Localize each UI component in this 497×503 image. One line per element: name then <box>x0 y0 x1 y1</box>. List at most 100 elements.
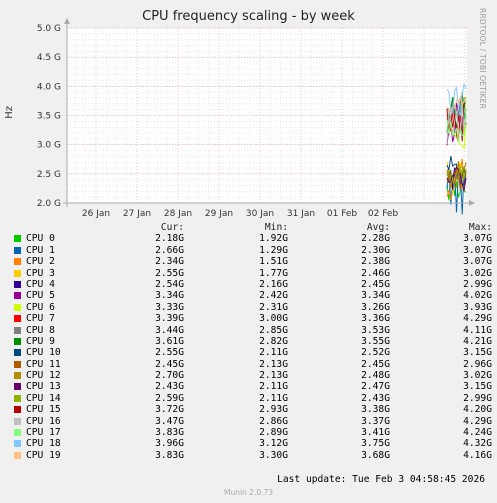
legend-avg-value: 3.55G <box>361 335 390 347</box>
legend-row: CPU 4 2.54G 2.16G 2.45G 2.99G <box>12 279 492 290</box>
legend-cur-value: 3.33G <box>155 301 184 313</box>
y-tick-label: 4.5 G <box>37 53 61 63</box>
legend-row: CPU 17 3.83G 2.89G 3.41G 4.24G <box>12 427 492 438</box>
series-line-cpu-10 <box>446 156 467 186</box>
x-tick-label: 01 Feb <box>327 209 358 219</box>
legend-cur-value: 3.34G <box>155 290 184 302</box>
legend-row: CPU 16 3.47G 2.86G 3.37G 4.29G <box>12 416 492 427</box>
legend-series-name: CPU 16 <box>26 415 61 427</box>
legend-cur-value: 2.59G <box>155 392 184 404</box>
legend-max-value: 4.02G <box>463 290 492 302</box>
legend-max-value: 4.29G <box>463 313 492 325</box>
x-tick-label: 29 Jan <box>205 209 233 219</box>
legend-min-value: 2.89G <box>259 427 288 439</box>
legend-max-value: 4.11G <box>463 324 492 336</box>
legend-cur-value: 2.34G <box>155 256 184 268</box>
x-tick-label: 30 Jan <box>246 209 274 219</box>
legend-cur-value: 3.61G <box>155 335 184 347</box>
x-axis-arrow <box>469 200 475 206</box>
legend-avg-value: 3.75G <box>361 438 390 450</box>
legend-max-header: Max: <box>468 222 492 233</box>
series-line-cpu-19 <box>446 95 467 113</box>
legend-max-value: 3.93G <box>463 301 492 313</box>
legend-avg-value: 2.52G <box>361 347 390 359</box>
legend-avg-value: 3.53G <box>361 324 390 336</box>
legend-max-value: 3.07G <box>463 244 492 256</box>
legend-row: CPU 19 3.83G 3.30G 3.68G 4.16G <box>12 450 492 461</box>
legend-row: CPU 0 2.18G 1.92G 2.28G 3.07G <box>12 233 492 244</box>
x-tick-label: 31 Jan <box>287 209 315 219</box>
legend-cur-value: 2.55G <box>155 267 184 279</box>
y-tick-label: 2.0 G <box>37 199 61 209</box>
legend-series-name: CPU 10 <box>26 347 61 359</box>
y-tick-label: 4.0 G <box>37 82 61 92</box>
legend-series-name: CPU 12 <box>26 370 61 382</box>
legend-series-name: CPU 2 <box>26 256 55 268</box>
legend-header: Cur: Min: Avg: Max: <box>12 222 492 233</box>
legend-max-value: 4.20G <box>463 404 492 416</box>
legend-cur-value: 3.44G <box>155 324 184 336</box>
legend-min-value: 2.31G <box>259 301 288 313</box>
legend-max-value: 3.07G <box>463 256 492 268</box>
legend-avg-value: 2.45G <box>361 358 390 370</box>
legend-cur-header: Cur: <box>160 222 184 233</box>
legend-min-value: 3.00G <box>259 313 288 325</box>
series-line-cpu-14 <box>446 165 467 188</box>
legend-cur-value: 3.96G <box>155 438 184 450</box>
legend-min-value: 1.29G <box>259 244 288 256</box>
last-update: Last update: Tue Feb 3 04:58:45 2026 <box>277 474 485 485</box>
cpu-frequency-chart: 2.0 G 2.5 G 3.0 G 3.5 G 4.0 G 4.5 G 5.0 G 26 J… <box>37 18 475 219</box>
legend-series-name: CPU 15 <box>26 404 61 416</box>
legend-series-name: CPU 6 <box>26 301 55 313</box>
legend-min-value: 2.16G <box>259 278 288 290</box>
legend-max-value: 3.02G <box>463 267 492 279</box>
legend-row: CPU 9 3.61G 2.82G 3.55G 4.21G <box>12 336 492 347</box>
legend-avg-value: 2.45G <box>361 278 390 290</box>
legend-row: CPU 5 3.34G 2.42G 3.34G 4.02G <box>12 290 492 301</box>
legend-swatch <box>14 337 21 345</box>
legend-max-value: 4.16G <box>463 449 492 461</box>
x-tick-labels: 26 Jan 27 Jan 28 Jan 29 Jan 30 Jan 31 Jan 01 F… <box>82 209 399 219</box>
legend-row: CPU 10 2.55G 2.11G 2.52G 3.15G <box>12 347 492 358</box>
legend-min-value: 2.82G <box>259 335 288 347</box>
legend-row: CPU 8 3.44G 2.85G 3.53G 4.11G <box>12 325 492 336</box>
legend-swatch <box>14 292 21 300</box>
legend-avg-value: 3.37G <box>361 415 390 427</box>
legend-row: CPU 2 2.34G 1.51G 2.38G 3.07G <box>12 256 492 267</box>
legend-series-name: CPU 18 <box>26 438 61 450</box>
legend-row: CPU 1 2.66G 1.29G 2.30G 3.07G <box>12 245 492 256</box>
legend-max-value: 4.29G <box>463 415 492 427</box>
y-axis-arrow <box>64 18 70 24</box>
legend-min-value: 2.85G <box>259 324 288 336</box>
y-tick-label: 3.5 G <box>37 112 61 122</box>
legend-avg-value: 2.38G <box>361 256 390 268</box>
legend-cur-value: 2.18G <box>155 233 184 245</box>
legend-swatch <box>14 394 21 402</box>
legend-max-value: 4.21G <box>463 335 492 347</box>
legend-cur-value: 3.72G <box>155 404 184 416</box>
legend-series-name: CPU 0 <box>26 233 55 245</box>
legend-cur-value: 3.83G <box>155 449 184 461</box>
legend-max-value: 2.96G <box>463 358 492 370</box>
legend-avg-value: 2.46G <box>361 267 390 279</box>
legend-min-value: 1.77G <box>259 267 288 279</box>
legend-avg-value: 2.28G <box>361 233 390 245</box>
y-tick-labels: 2.0 G 2.5 G 3.0 G 3.5 G 4.0 G 4.5 G 5.0 G <box>37 24 61 209</box>
legend-avg-value: 2.47G <box>361 381 390 393</box>
legend-avg-value: 3.26G <box>361 301 390 313</box>
legend-row: CPU 11 2.45G 2.13G 2.45G 2.96G <box>12 359 492 370</box>
legend-row: CPU 7 3.39G 3.00G 3.36G 4.29G <box>12 313 492 324</box>
series-line-cpu-1 <box>446 164 467 215</box>
series-lines <box>446 82 467 215</box>
series-line-cpu-16 <box>446 102 467 144</box>
legend-swatch <box>14 246 21 254</box>
legend-cur-value: 3.39G <box>155 313 184 325</box>
legend-min-value: 3.12G <box>259 438 288 450</box>
legend-swatch <box>14 349 21 357</box>
legend-cur-value: 2.43G <box>155 381 184 393</box>
legend-avg-value: 3.68G <box>361 449 390 461</box>
legend-min-value: 2.86G <box>259 415 288 427</box>
legend-swatch <box>14 372 21 380</box>
legend-min-header: Min: <box>264 222 288 233</box>
legend-swatch <box>14 360 21 368</box>
